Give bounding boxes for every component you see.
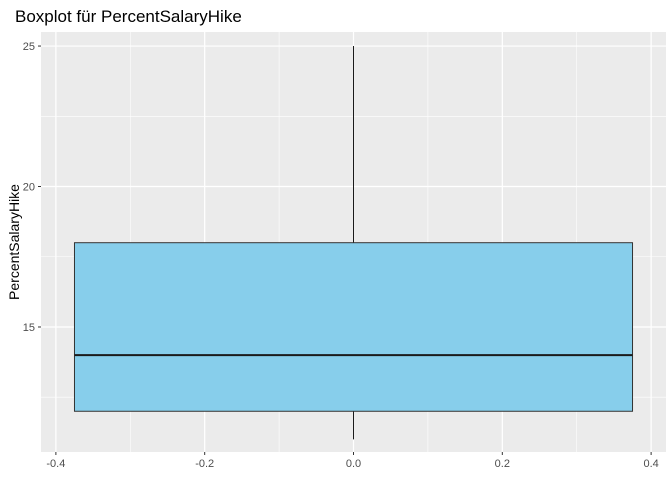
- y-tick-label: 25: [23, 41, 35, 53]
- y-tick-label: 20: [23, 182, 35, 194]
- y-tick-label: 15: [23, 322, 35, 334]
- y-axis-title: PercentSalaryHike: [6, 184, 22, 300]
- x-tick-label: 0.2: [495, 458, 510, 470]
- x-tick-label: -0.4: [46, 458, 65, 470]
- chart-title: Boxplot für PercentSalaryHike: [15, 7, 242, 26]
- x-axis: -0.4 -0.2 0.0 0.2 0.4: [46, 452, 659, 470]
- x-tick-label: 0.0: [346, 458, 361, 470]
- box-iqr: [73, 242, 634, 412]
- box-marks: [73, 46, 634, 440]
- x-tick-label: -0.2: [195, 458, 214, 470]
- x-tick-label: 0.4: [643, 458, 658, 470]
- y-axis: 15 20 25: [23, 41, 41, 334]
